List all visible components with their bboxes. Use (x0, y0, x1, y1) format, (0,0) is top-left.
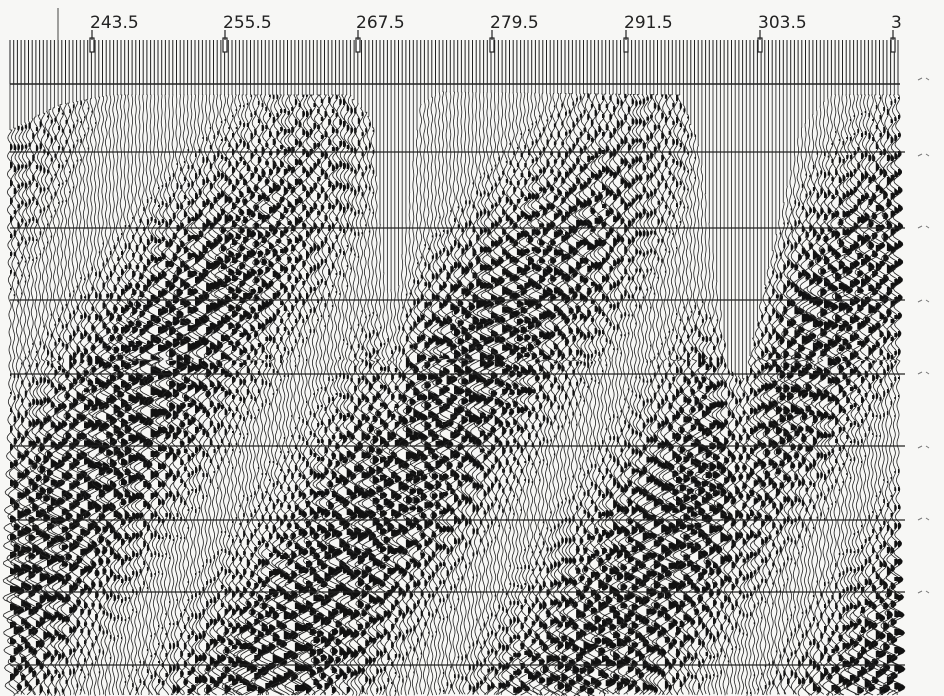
trace-label: 267.5 (356, 13, 405, 33)
header-comb (10, 40, 898, 84)
trace-marker (223, 38, 227, 52)
seismic-section: 243.5255.5267.5279.5291.5303.53 (0, 0, 944, 696)
trace-marker (490, 38, 494, 52)
trace-label: 303.5 (758, 13, 807, 33)
trace-marker (758, 38, 762, 52)
trace-marker (624, 38, 628, 52)
trace-label: 255.5 (223, 13, 272, 33)
trace-marker (356, 38, 360, 52)
trace-label: 279.5 (490, 13, 539, 33)
trace-label: 243.5 (90, 13, 139, 33)
trace-label: 291.5 (624, 13, 673, 33)
page: 243.5255.5267.5279.5291.5303.53 (() => {… (0, 0, 944, 696)
trace-marker (891, 38, 895, 52)
trace-marker (90, 38, 94, 52)
